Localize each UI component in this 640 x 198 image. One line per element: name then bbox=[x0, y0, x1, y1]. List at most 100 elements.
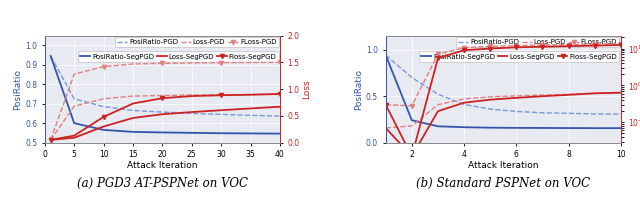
PosiRatio-PGD bbox=[246, 114, 254, 117]
FLoss-PGD bbox=[218, 61, 225, 64]
PosiRatio-SegPGD bbox=[539, 127, 547, 129]
Line: Loss-SegPGD: Loss-SegPGD bbox=[386, 93, 621, 156]
PosiRatio-SegPGD bbox=[47, 55, 54, 57]
Floss-SegPGD bbox=[218, 94, 225, 96]
PosiRatio-PGD bbox=[486, 108, 494, 110]
Floss-SegPGD bbox=[188, 95, 196, 97]
Text: (b) Standard PSPNet on VOC: (b) Standard PSPNet on VOC bbox=[416, 177, 590, 190]
Loss-PGD bbox=[218, 93, 225, 96]
FLoss-PGD bbox=[617, 43, 625, 45]
Floss-SegPGD bbox=[591, 44, 598, 47]
PosiRatio-PGD bbox=[513, 110, 520, 113]
PosiRatio-SegPGD bbox=[218, 132, 225, 134]
Y-axis label: Loss: Loss bbox=[303, 79, 312, 99]
Line: PosiRatio-PGD: PosiRatio-PGD bbox=[51, 56, 280, 116]
FLoss-PGD bbox=[434, 53, 442, 55]
Loss-SegPGD bbox=[513, 97, 520, 99]
FLoss-PGD bbox=[539, 44, 547, 46]
Line: Loss-PGD: Loss-PGD bbox=[386, 92, 621, 128]
Line: Floss-SegPGD: Floss-SegPGD bbox=[49, 92, 282, 142]
X-axis label: Attack Iteration: Attack Iteration bbox=[127, 161, 198, 170]
PosiRatio-PGD bbox=[188, 112, 196, 115]
FLoss-PGD bbox=[513, 44, 520, 47]
FLoss-PGD bbox=[188, 62, 196, 64]
Line: PosiRatio-SegPGD: PosiRatio-SegPGD bbox=[51, 56, 280, 134]
Loss-SegPGD bbox=[188, 111, 196, 113]
Loss-PGD bbox=[617, 91, 625, 94]
Floss-SegPGD bbox=[159, 97, 166, 99]
FLoss-PGD bbox=[408, 105, 415, 107]
PosiRatio-PGD bbox=[382, 54, 390, 56]
PosiRatio-SegPGD bbox=[276, 132, 284, 135]
Line: FLoss-PGD: FLoss-PGD bbox=[49, 60, 282, 142]
PosiRatio-SegPGD bbox=[486, 127, 494, 129]
Loss-SegPGD bbox=[159, 113, 166, 115]
Line: Floss-SegPGD: Floss-SegPGD bbox=[383, 43, 623, 158]
PosiRatio-SegPGD bbox=[188, 132, 196, 134]
Text: (a) PGD3 AT-PSPNet on VOC: (a) PGD3 AT-PSPNet on VOC bbox=[77, 177, 248, 190]
Floss-SegPGD bbox=[539, 46, 547, 48]
Loss-PGD bbox=[486, 96, 494, 98]
FLoss-PGD bbox=[564, 43, 572, 46]
Floss-SegPGD bbox=[47, 139, 54, 141]
PosiRatio-PGD bbox=[47, 55, 54, 57]
Loss-PGD bbox=[539, 94, 547, 96]
Floss-SegPGD bbox=[382, 104, 390, 106]
Legend: PosiRatio-SegPGD, Loss-SegPGD, Floss-SegPGD: PosiRatio-SegPGD, Loss-SegPGD, Floss-Seg… bbox=[78, 51, 278, 62]
PosiRatio-SegPGD bbox=[246, 132, 254, 135]
Line: Loss-PGD: Loss-PGD bbox=[51, 94, 280, 140]
Floss-SegPGD bbox=[246, 93, 254, 96]
Y-axis label: PosiRatio: PosiRatio bbox=[13, 69, 22, 110]
Loss-PGD bbox=[188, 94, 196, 96]
Loss-PGD bbox=[100, 98, 108, 100]
Loss-PGD bbox=[434, 104, 442, 106]
Loss-SegPGD bbox=[70, 137, 78, 139]
FLoss-PGD bbox=[159, 62, 166, 65]
Line: FLoss-PGD: FLoss-PGD bbox=[383, 42, 623, 108]
PosiRatio-SegPGD bbox=[70, 122, 78, 124]
PosiRatio-PGD bbox=[460, 103, 468, 106]
PosiRatio-SegPGD bbox=[100, 129, 108, 131]
Loss-SegPGD bbox=[460, 102, 468, 104]
PosiRatio-SegPGD bbox=[408, 119, 415, 121]
Loss-SegPGD bbox=[246, 107, 254, 110]
FLoss-PGD bbox=[382, 104, 390, 106]
FLoss-PGD bbox=[100, 66, 108, 68]
Loss-SegPGD bbox=[382, 127, 390, 129]
Loss-SegPGD bbox=[276, 106, 284, 108]
Loss-SegPGD bbox=[591, 92, 598, 94]
FLoss-PGD bbox=[129, 63, 137, 65]
Loss-PGD bbox=[129, 95, 137, 97]
PosiRatio-SegPGD bbox=[513, 127, 520, 129]
PosiRatio-PGD bbox=[539, 112, 547, 114]
Loss-PGD bbox=[159, 94, 166, 97]
Floss-SegPGD bbox=[513, 46, 520, 49]
Floss-SegPGD bbox=[434, 57, 442, 59]
PosiRatio-PGD bbox=[276, 115, 284, 117]
Y-axis label: PosiRatio: PosiRatio bbox=[354, 69, 363, 110]
Loss-PGD bbox=[276, 93, 284, 96]
PosiRatio-SegPGD bbox=[617, 127, 625, 129]
PosiRatio-PGD bbox=[434, 93, 442, 95]
Floss-SegPGD bbox=[70, 134, 78, 137]
Loss-PGD bbox=[382, 127, 390, 129]
FLoss-PGD bbox=[70, 73, 78, 75]
PosiRatio-PGD bbox=[218, 113, 225, 116]
PosiRatio-PGD bbox=[159, 111, 166, 113]
FLoss-PGD bbox=[276, 61, 284, 64]
PosiRatio-SegPGD bbox=[159, 131, 166, 134]
Loss-SegPGD bbox=[539, 95, 547, 97]
Loss-SegPGD bbox=[129, 117, 137, 119]
Loss-PGD bbox=[591, 92, 598, 94]
PosiRatio-PGD bbox=[70, 98, 78, 100]
FLoss-PGD bbox=[591, 43, 598, 45]
Loss-PGD bbox=[564, 93, 572, 96]
Loss-SegPGD bbox=[434, 110, 442, 112]
PosiRatio-SegPGD bbox=[591, 127, 598, 129]
FLoss-PGD bbox=[486, 45, 494, 48]
Loss-SegPGD bbox=[218, 109, 225, 111]
Loss-PGD bbox=[513, 95, 520, 97]
Loss-PGD bbox=[460, 98, 468, 100]
FLoss-PGD bbox=[460, 47, 468, 49]
X-axis label: Attack Iteration: Attack Iteration bbox=[468, 161, 538, 170]
